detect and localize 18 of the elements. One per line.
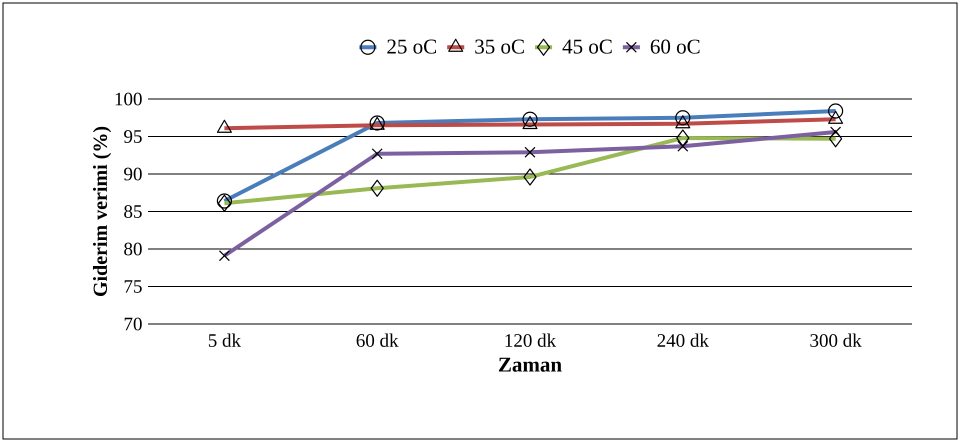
y-tick-label: 75: [124, 280, 142, 293]
legend-label: 60 oC: [650, 40, 700, 54]
y-tick-label: 85: [124, 205, 142, 218]
legend-label: 35 oC: [475, 40, 524, 54]
y-axis-title: Giderim verimi (%): [92, 126, 112, 296]
y-tick-label: 80: [124, 242, 142, 256]
x-tick-label: 60 dk: [356, 334, 399, 347]
x-tick-label: 300 dk: [810, 334, 862, 347]
y-tick-label: 95: [124, 130, 142, 143]
y-tick-label: 100: [116, 92, 142, 106]
y-tick-label: 70: [124, 318, 142, 330]
x-axis-title: Zaman: [498, 358, 562, 372]
legend-label: 45 oC: [562, 40, 612, 54]
x-tick-label: 120 dk: [506, 334, 556, 347]
y-tick-label: 90: [124, 168, 142, 180]
x-tick-label: 5 dk: [208, 334, 242, 347]
x-tick-label: 240 dk: [658, 334, 709, 347]
legend-label: 25 oC: [387, 40, 436, 54]
